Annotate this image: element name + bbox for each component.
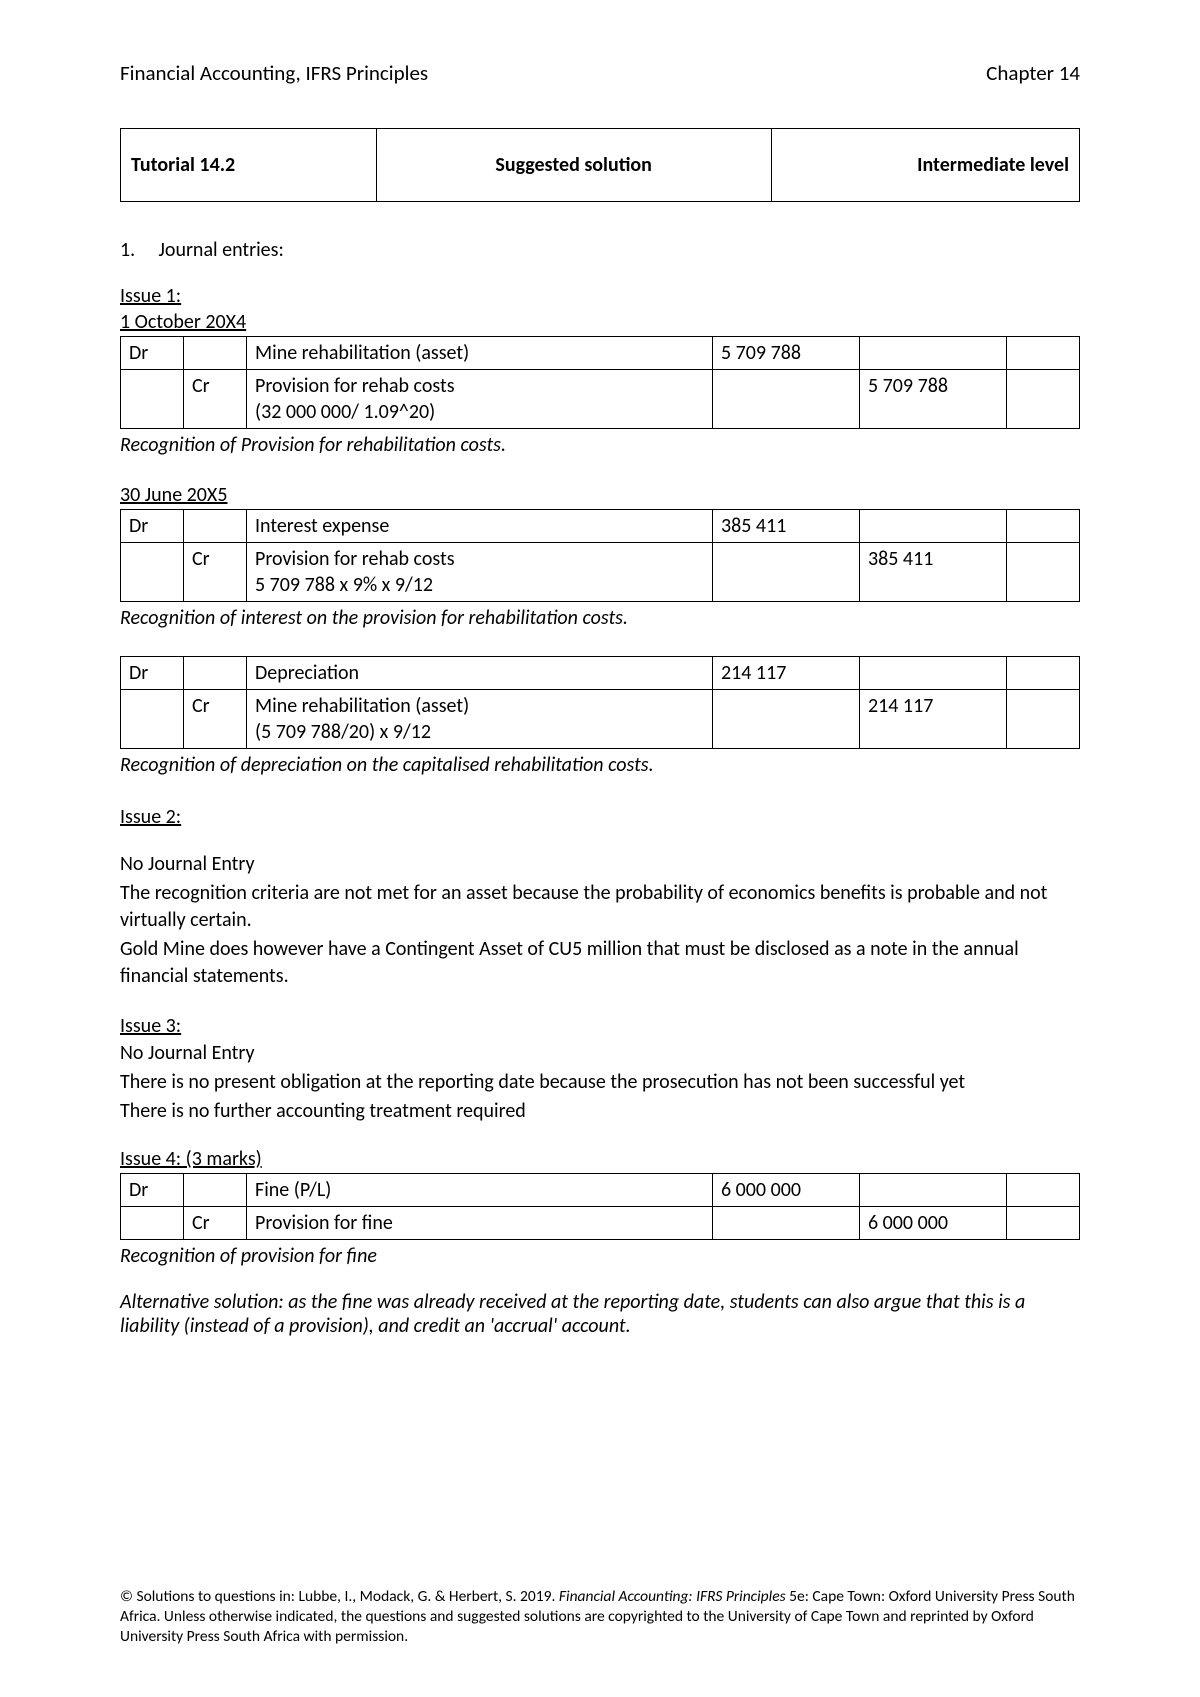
header-right: Chapter 14 (986, 60, 1080, 86)
issue-4-label: Issue 4: (3 marks) (120, 1147, 1080, 1171)
cell-cr (184, 510, 247, 543)
cell-cr: Cr (184, 690, 247, 749)
issue-1-note3: Recognition of depreciation on the capit… (120, 753, 1080, 777)
issue-2-label: Issue 2: (120, 805, 1080, 829)
cell-desc: Provision for fine (247, 1207, 713, 1240)
journal-table-2: Dr Interest expense 385 411 Cr Provision… (120, 509, 1080, 602)
title-right: Intermediate level (772, 129, 1079, 201)
issue-3-line1: No Journal Entry (120, 1040, 1080, 1067)
cell-dr (121, 690, 184, 749)
cell-dr: Dr (121, 337, 184, 370)
table-row: Cr Provision for rehab costs 5 709 788 x… (121, 543, 1080, 602)
cell-desc: Provision for rehab costs 5 709 788 x 9%… (247, 543, 713, 602)
issue-2-line1: No Journal Entry (120, 851, 1080, 878)
page: Financial Accounting, IFRS Principles Ch… (0, 0, 1200, 1697)
page-header: Financial Accounting, IFRS Principles Ch… (120, 60, 1080, 86)
issue-1-date1: 1 October 20X4 (120, 310, 1080, 334)
cell-blank (1007, 657, 1080, 690)
footer-ital: Financial Accounting: IFRS Principles (559, 1587, 789, 1606)
cell-credit: 214 117 (860, 690, 1007, 749)
cell-credit: 5 709 788 (860, 370, 1007, 429)
cell-cr: Cr (184, 370, 247, 429)
cell-credit (860, 337, 1007, 370)
cell-debit (713, 543, 860, 602)
table-row: Dr Depreciation 214 117 (121, 657, 1080, 690)
issue-1-note2: Recognition of interest on the provision… (120, 606, 1080, 630)
page-footer: © Solutions to questions in: Lubbe, I., … (120, 1587, 1080, 1647)
issue-2-line2: The recognition criteria are not met for… (120, 880, 1080, 934)
cell-debit: 214 117 (713, 657, 860, 690)
cell-debit (713, 370, 860, 429)
section-1-num: 1. (120, 238, 154, 262)
cell-credit (860, 1174, 1007, 1207)
cell-desc: Interest expense (247, 510, 713, 543)
cell-dr (121, 1207, 184, 1240)
cell-credit: 6 000 000 (860, 1207, 1007, 1240)
cell-desc: Mine rehabilitation (asset) (5 709 788/2… (247, 690, 713, 749)
cell-blank (1007, 337, 1080, 370)
issue-4-alt: Alternative solution: as the fine was al… (120, 1290, 1080, 1338)
issue-2-line3: Gold Mine does however have a Contingent… (120, 936, 1080, 990)
cell-cr (184, 1174, 247, 1207)
journal-table-3: Dr Depreciation 214 117 Cr Mine rehabili… (120, 656, 1080, 749)
cell-blank (1007, 370, 1080, 429)
cell-debit (713, 690, 860, 749)
cell-cr (184, 657, 247, 690)
table-row: Cr Provision for fine 6 000 000 (121, 1207, 1080, 1240)
issue-1-label: Issue 1: (120, 284, 1080, 308)
cell-dr: Dr (121, 657, 184, 690)
cell-credit (860, 657, 1007, 690)
table-row: Dr Fine (P/L) 6 000 000 (121, 1174, 1080, 1207)
cell-debit: 5 709 788 (713, 337, 860, 370)
issue-3-label: Issue 3: (120, 1014, 1080, 1038)
title-mid: Suggested solution (377, 129, 772, 201)
cell-desc: Mine rehabilitation (asset) (247, 337, 713, 370)
journal-table-1: Dr Mine rehabilitation (asset) 5 709 788… (120, 336, 1080, 429)
cell-credit (860, 510, 1007, 543)
issue-3-line3: There is no further accounting treatment… (120, 1098, 1080, 1125)
footer-pre-text: © Solutions to questions in: Lubbe, I., … (120, 1587, 559, 1606)
cell-dr (121, 370, 184, 429)
header-left: Financial Accounting, IFRS Principles (120, 60, 428, 86)
cell-cr: Cr (184, 1207, 247, 1240)
issue-1-date2: 30 June 20X5 (120, 483, 1080, 507)
cell-blank (1007, 690, 1080, 749)
section-1-label: Journal entries: (159, 238, 284, 262)
cell-blank (1007, 1207, 1080, 1240)
cell-dr: Dr (121, 510, 184, 543)
cell-debit (713, 1207, 860, 1240)
cell-desc: Depreciation (247, 657, 713, 690)
issue-3-line2: There is no present obligation at the re… (120, 1069, 1080, 1096)
issue-4-note1: Recognition of provision for fine (120, 1244, 1080, 1268)
cell-cr: Cr (184, 543, 247, 602)
cell-desc: Fine (P/L) (247, 1174, 713, 1207)
table-row: Cr Mine rehabilitation (asset) (5 709 78… (121, 690, 1080, 749)
issue-1-note1: Recognition of Provision for rehabilitat… (120, 433, 1080, 457)
title-left: Tutorial 14.2 (121, 129, 377, 201)
table-row: Dr Interest expense 385 411 (121, 510, 1080, 543)
table-row: Dr Mine rehabilitation (asset) 5 709 788 (121, 337, 1080, 370)
title-box: Tutorial 14.2 Suggested solution Interme… (120, 128, 1080, 202)
cell-blank (1007, 510, 1080, 543)
cell-blank (1007, 1174, 1080, 1207)
cell-debit: 6 000 000 (713, 1174, 860, 1207)
cell-debit: 385 411 (713, 510, 860, 543)
cell-dr: Dr (121, 1174, 184, 1207)
cell-cr (184, 337, 247, 370)
section-1: 1. Journal entries: (120, 238, 1080, 262)
cell-credit: 385 411 (860, 543, 1007, 602)
cell-dr (121, 543, 184, 602)
cell-desc: Provision for rehab costs (32 000 000/ 1… (247, 370, 713, 429)
table-row: Cr Provision for rehab costs (32 000 000… (121, 370, 1080, 429)
journal-table-4: Dr Fine (P/L) 6 000 000 Cr Provision for… (120, 1173, 1080, 1240)
cell-blank (1007, 543, 1080, 602)
